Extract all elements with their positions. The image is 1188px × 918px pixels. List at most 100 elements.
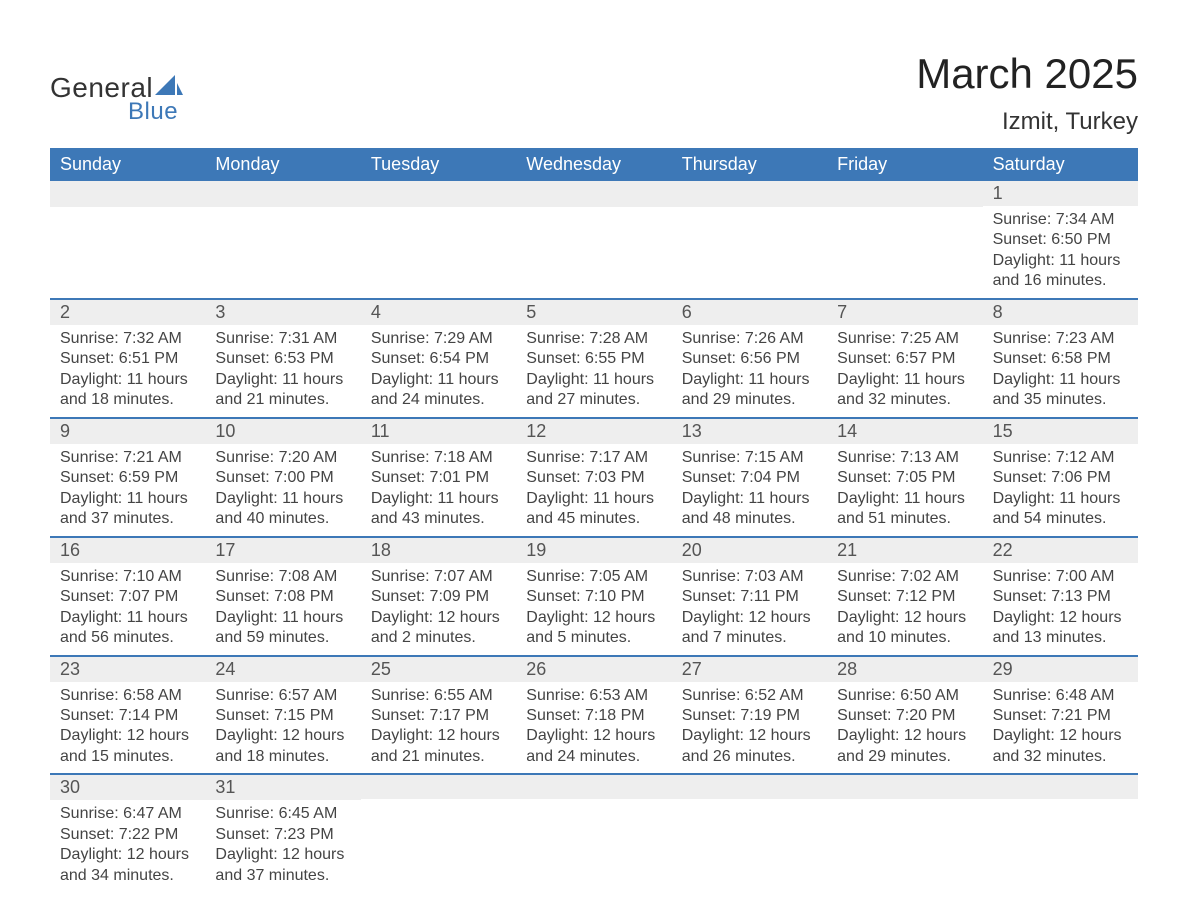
- month-title: March 2025: [916, 50, 1138, 98]
- day-number: 7: [827, 298, 982, 325]
- daylight-line-2: and 5 minutes.: [526, 628, 661, 648]
- day-content: Sunrise: 7:23 AMSunset: 6:58 PMDaylight:…: [983, 325, 1138, 417]
- daylight-line-1: Daylight: 12 hours: [682, 726, 817, 746]
- sunset-line: Sunset: 7:23 PM: [215, 825, 350, 845]
- sunset-line: Sunset: 7:15 PM: [215, 706, 350, 726]
- sunset-line: Sunset: 6:50 PM: [993, 230, 1128, 250]
- sunrise-line: Sunrise: 6:45 AM: [215, 804, 350, 824]
- day-number: 15: [983, 417, 1138, 444]
- daylight-line-2: and 13 minutes.: [993, 628, 1128, 648]
- daylight-line-1: Daylight: 11 hours: [682, 370, 817, 390]
- daylight-line-1: Daylight: 12 hours: [215, 726, 350, 746]
- calendar-cell: 16Sunrise: 7:10 AMSunset: 7:07 PMDayligh…: [50, 536, 205, 655]
- daylight-line-1: Daylight: 12 hours: [993, 726, 1128, 746]
- day-number: 24: [205, 655, 360, 682]
- daylight-line-2: and 10 minutes.: [837, 628, 972, 648]
- daylight-line-1: Daylight: 12 hours: [371, 726, 506, 746]
- day-content: Sunrise: 7:29 AMSunset: 6:54 PMDaylight:…: [361, 325, 516, 417]
- day-content: Sunrise: 6:58 AMSunset: 7:14 PMDaylight:…: [50, 682, 205, 774]
- day-number: 25: [361, 655, 516, 682]
- sunset-line: Sunset: 6:56 PM: [682, 349, 817, 369]
- sunrise-line: Sunrise: 7:26 AM: [682, 329, 817, 349]
- daylight-line-1: Daylight: 11 hours: [682, 489, 817, 509]
- sunrise-line: Sunrise: 6:48 AM: [993, 686, 1128, 706]
- day-number: 6: [672, 298, 827, 325]
- daylight-line-2: and 7 minutes.: [682, 628, 817, 648]
- calendar-cell: 12Sunrise: 7:17 AMSunset: 7:03 PMDayligh…: [516, 417, 671, 536]
- calendar-cell: 17Sunrise: 7:08 AMSunset: 7:08 PMDayligh…: [205, 536, 360, 655]
- sunrise-line: Sunrise: 7:02 AM: [837, 567, 972, 587]
- daylight-line-2: and 32 minutes.: [837, 390, 972, 410]
- daylight-line-2: and 27 minutes.: [526, 390, 661, 410]
- day-number: 23: [50, 655, 205, 682]
- daylight-line-2: and 37 minutes.: [60, 509, 195, 529]
- daylight-line-1: Daylight: 12 hours: [526, 608, 661, 628]
- calendar-cell: 3Sunrise: 7:31 AMSunset: 6:53 PMDaylight…: [205, 298, 360, 417]
- daylight-line-2: and 16 minutes.: [993, 271, 1128, 291]
- day-content: Sunrise: 6:50 AMSunset: 7:20 PMDaylight:…: [827, 682, 982, 774]
- daylight-line-2: and 21 minutes.: [215, 390, 350, 410]
- daylight-line-1: Daylight: 11 hours: [60, 608, 195, 628]
- calendar-cell: [50, 181, 205, 298]
- calendar-cell: [361, 773, 516, 892]
- empty-day-bar: [361, 773, 516, 799]
- sunrise-line: Sunrise: 7:25 AM: [837, 329, 972, 349]
- day-content: Sunrise: 7:02 AMSunset: 7:12 PMDaylight:…: [827, 563, 982, 655]
- day-content: Sunrise: 7:17 AMSunset: 7:03 PMDaylight:…: [516, 444, 671, 536]
- day-content: Sunrise: 7:20 AMSunset: 7:00 PMDaylight:…: [205, 444, 360, 536]
- sunset-line: Sunset: 7:19 PM: [682, 706, 817, 726]
- day-number: 27: [672, 655, 827, 682]
- sunrise-line: Sunrise: 7:31 AM: [215, 329, 350, 349]
- daylight-line-1: Daylight: 11 hours: [993, 489, 1128, 509]
- calendar-header-cell: Sunday: [50, 148, 205, 181]
- sunrise-line: Sunrise: 7:08 AM: [215, 567, 350, 587]
- sunrise-line: Sunrise: 7:32 AM: [60, 329, 195, 349]
- daylight-line-2: and 37 minutes.: [215, 866, 350, 886]
- day-content: Sunrise: 7:28 AMSunset: 6:55 PMDaylight:…: [516, 325, 671, 417]
- day-content: Sunrise: 7:15 AMSunset: 7:04 PMDaylight:…: [672, 444, 827, 536]
- calendar-cell: 14Sunrise: 7:13 AMSunset: 7:05 PMDayligh…: [827, 417, 982, 536]
- calendar-cell: 24Sunrise: 6:57 AMSunset: 7:15 PMDayligh…: [205, 655, 360, 774]
- daylight-line-1: Daylight: 12 hours: [993, 608, 1128, 628]
- calendar-cell: 29Sunrise: 6:48 AMSunset: 7:21 PMDayligh…: [983, 655, 1138, 774]
- sunrise-line: Sunrise: 7:17 AM: [526, 448, 661, 468]
- sunrise-line: Sunrise: 6:58 AM: [60, 686, 195, 706]
- daylight-line-2: and 56 minutes.: [60, 628, 195, 648]
- daylight-line-1: Daylight: 11 hours: [993, 370, 1128, 390]
- day-content: Sunrise: 6:55 AMSunset: 7:17 PMDaylight:…: [361, 682, 516, 774]
- day-number: 2: [50, 298, 205, 325]
- calendar-cell: 8Sunrise: 7:23 AMSunset: 6:58 PMDaylight…: [983, 298, 1138, 417]
- calendar-cell: 22Sunrise: 7:00 AMSunset: 7:13 PMDayligh…: [983, 536, 1138, 655]
- day-number: 3: [205, 298, 360, 325]
- day-number: 9: [50, 417, 205, 444]
- daylight-line-2: and 24 minutes.: [371, 390, 506, 410]
- sunrise-line: Sunrise: 7:23 AM: [993, 329, 1128, 349]
- daylight-line-2: and 34 minutes.: [60, 866, 195, 886]
- day-content: Sunrise: 7:08 AMSunset: 7:08 PMDaylight:…: [205, 563, 360, 655]
- sunset-line: Sunset: 7:01 PM: [371, 468, 506, 488]
- calendar-cell: 13Sunrise: 7:15 AMSunset: 7:04 PMDayligh…: [672, 417, 827, 536]
- day-content: Sunrise: 6:53 AMSunset: 7:18 PMDaylight:…: [516, 682, 671, 774]
- sunrise-line: Sunrise: 6:47 AM: [60, 804, 195, 824]
- sunrise-line: Sunrise: 7:03 AM: [682, 567, 817, 587]
- daylight-line-2: and 29 minutes.: [682, 390, 817, 410]
- daylight-line-1: Daylight: 12 hours: [215, 845, 350, 865]
- day-number: 1: [983, 181, 1138, 206]
- day-content: Sunrise: 7:00 AMSunset: 7:13 PMDaylight:…: [983, 563, 1138, 655]
- day-number: 5: [516, 298, 671, 325]
- sunrise-line: Sunrise: 7:34 AM: [993, 210, 1128, 230]
- daylight-line-1: Daylight: 11 hours: [837, 370, 972, 390]
- daylight-line-2: and 43 minutes.: [371, 509, 506, 529]
- calendar-cell: 7Sunrise: 7:25 AMSunset: 6:57 PMDaylight…: [827, 298, 982, 417]
- sunset-line: Sunset: 7:22 PM: [60, 825, 195, 845]
- calendar: SundayMondayTuesdayWednesdayThursdayFrid…: [50, 148, 1138, 892]
- day-content: Sunrise: 7:32 AMSunset: 6:51 PMDaylight:…: [50, 325, 205, 417]
- daylight-line-2: and 29 minutes.: [837, 747, 972, 767]
- calendar-cell: 26Sunrise: 6:53 AMSunset: 7:18 PMDayligh…: [516, 655, 671, 774]
- sunrise-line: Sunrise: 7:13 AM: [837, 448, 972, 468]
- daylight-line-1: Daylight: 11 hours: [526, 489, 661, 509]
- daylight-line-2: and 40 minutes.: [215, 509, 350, 529]
- sunset-line: Sunset: 7:08 PM: [215, 587, 350, 607]
- daylight-line-2: and 51 minutes.: [837, 509, 972, 529]
- daylight-line-1: Daylight: 11 hours: [837, 489, 972, 509]
